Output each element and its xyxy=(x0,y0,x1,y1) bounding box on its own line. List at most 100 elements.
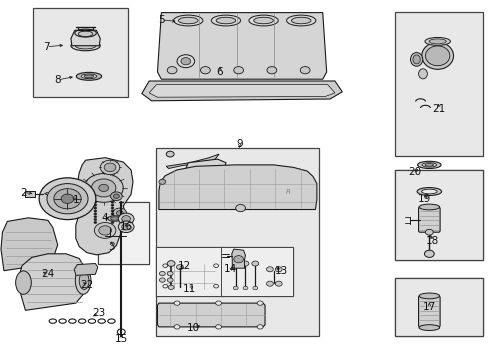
Polygon shape xyxy=(157,13,326,79)
Ellipse shape xyxy=(425,46,449,66)
Circle shape xyxy=(94,204,97,206)
Circle shape xyxy=(111,207,114,209)
Ellipse shape xyxy=(424,163,433,166)
Polygon shape xyxy=(74,264,98,275)
Ellipse shape xyxy=(201,168,211,174)
Ellipse shape xyxy=(75,42,96,49)
Text: 1: 1 xyxy=(72,195,79,205)
Circle shape xyxy=(110,192,122,201)
Text: 24: 24 xyxy=(41,269,55,279)
Circle shape xyxy=(84,174,123,202)
Ellipse shape xyxy=(248,15,278,26)
Text: 8: 8 xyxy=(54,75,61,85)
Circle shape xyxy=(300,67,309,74)
Circle shape xyxy=(215,301,221,305)
Text: 12: 12 xyxy=(178,261,191,271)
Bar xyxy=(394,278,482,336)
Text: 2: 2 xyxy=(20,188,27,198)
Text: 18: 18 xyxy=(425,236,439,246)
Circle shape xyxy=(275,267,282,272)
Text: 16: 16 xyxy=(119,222,133,232)
Ellipse shape xyxy=(286,15,315,26)
Circle shape xyxy=(163,284,167,288)
Bar xyxy=(155,148,318,336)
Text: 10: 10 xyxy=(186,323,199,333)
Circle shape xyxy=(111,210,114,212)
Ellipse shape xyxy=(81,74,97,78)
Polygon shape xyxy=(71,30,100,46)
Polygon shape xyxy=(184,159,225,182)
Circle shape xyxy=(122,224,130,230)
Circle shape xyxy=(91,179,116,197)
Ellipse shape xyxy=(421,189,436,194)
Bar xyxy=(394,170,482,260)
Polygon shape xyxy=(149,85,334,97)
Circle shape xyxy=(94,216,97,218)
Circle shape xyxy=(213,284,218,288)
Ellipse shape xyxy=(75,29,96,37)
Text: 4: 4 xyxy=(102,213,108,223)
Circle shape xyxy=(94,219,97,221)
Text: 22: 22 xyxy=(80,280,94,290)
Circle shape xyxy=(181,58,190,65)
Text: 14: 14 xyxy=(224,264,237,274)
Circle shape xyxy=(174,325,180,329)
Circle shape xyxy=(159,179,165,184)
Text: 7: 7 xyxy=(43,42,50,52)
Bar xyxy=(394,170,482,260)
Ellipse shape xyxy=(421,163,436,167)
Circle shape xyxy=(111,213,114,215)
Circle shape xyxy=(94,213,97,215)
Circle shape xyxy=(116,211,123,216)
Ellipse shape xyxy=(409,53,422,66)
Circle shape xyxy=(99,226,111,235)
Circle shape xyxy=(167,67,177,74)
Text: 19: 19 xyxy=(417,194,430,204)
Circle shape xyxy=(163,264,167,267)
Ellipse shape xyxy=(84,75,94,78)
Circle shape xyxy=(100,160,120,175)
Circle shape xyxy=(233,286,238,290)
Circle shape xyxy=(213,264,218,267)
Circle shape xyxy=(94,201,97,203)
Ellipse shape xyxy=(418,204,439,210)
Circle shape xyxy=(168,285,174,289)
Ellipse shape xyxy=(418,69,427,79)
Circle shape xyxy=(111,204,114,206)
Circle shape xyxy=(257,301,263,305)
Ellipse shape xyxy=(197,166,215,175)
Ellipse shape xyxy=(416,188,441,195)
Text: R: R xyxy=(285,189,290,194)
Polygon shape xyxy=(157,303,264,327)
Polygon shape xyxy=(1,218,58,271)
Circle shape xyxy=(425,229,432,235)
Circle shape xyxy=(113,208,126,218)
Circle shape xyxy=(94,222,116,238)
Circle shape xyxy=(275,281,282,286)
Circle shape xyxy=(242,261,248,266)
Circle shape xyxy=(235,204,245,212)
Polygon shape xyxy=(142,81,342,101)
Ellipse shape xyxy=(71,41,100,51)
Circle shape xyxy=(118,221,134,233)
Polygon shape xyxy=(231,249,245,268)
Ellipse shape xyxy=(418,293,439,299)
Text: 17: 17 xyxy=(422,302,435,312)
Ellipse shape xyxy=(79,272,89,289)
Bar xyxy=(98,202,149,264)
Polygon shape xyxy=(166,154,219,168)
Circle shape xyxy=(166,151,174,157)
Circle shape xyxy=(111,221,114,224)
Bar xyxy=(155,247,222,296)
Circle shape xyxy=(233,256,243,263)
Circle shape xyxy=(252,286,257,290)
Circle shape xyxy=(232,261,239,266)
Polygon shape xyxy=(76,158,133,255)
Polygon shape xyxy=(418,296,439,328)
Ellipse shape xyxy=(16,271,31,294)
Circle shape xyxy=(177,55,194,68)
Text: 3: 3 xyxy=(108,242,115,252)
Text: 11: 11 xyxy=(183,284,196,294)
Text: 21: 21 xyxy=(431,104,445,114)
Ellipse shape xyxy=(76,72,102,80)
